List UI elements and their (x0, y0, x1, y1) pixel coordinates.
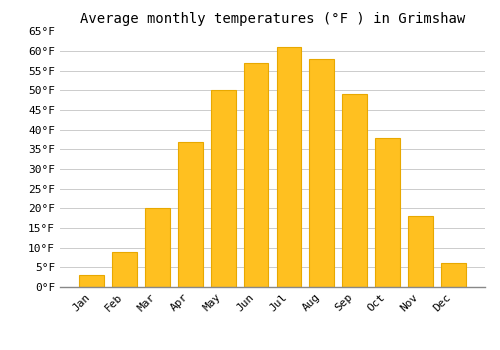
Bar (342, 94, 367, 287)
Bar (310, 59, 334, 287)
Bar (178, 141, 203, 287)
Bar (244, 63, 268, 287)
Bar (112, 252, 137, 287)
Bar (441, 264, 466, 287)
Bar (408, 216, 433, 287)
Bar (145, 208, 170, 287)
Title: Average monthly temperatures (°F ) in Grimshaw: Average monthly temperatures (°F ) in Gr… (80, 12, 465, 26)
Bar (276, 47, 301, 287)
Bar (211, 90, 236, 287)
Bar (80, 275, 104, 287)
Bar (376, 138, 400, 287)
